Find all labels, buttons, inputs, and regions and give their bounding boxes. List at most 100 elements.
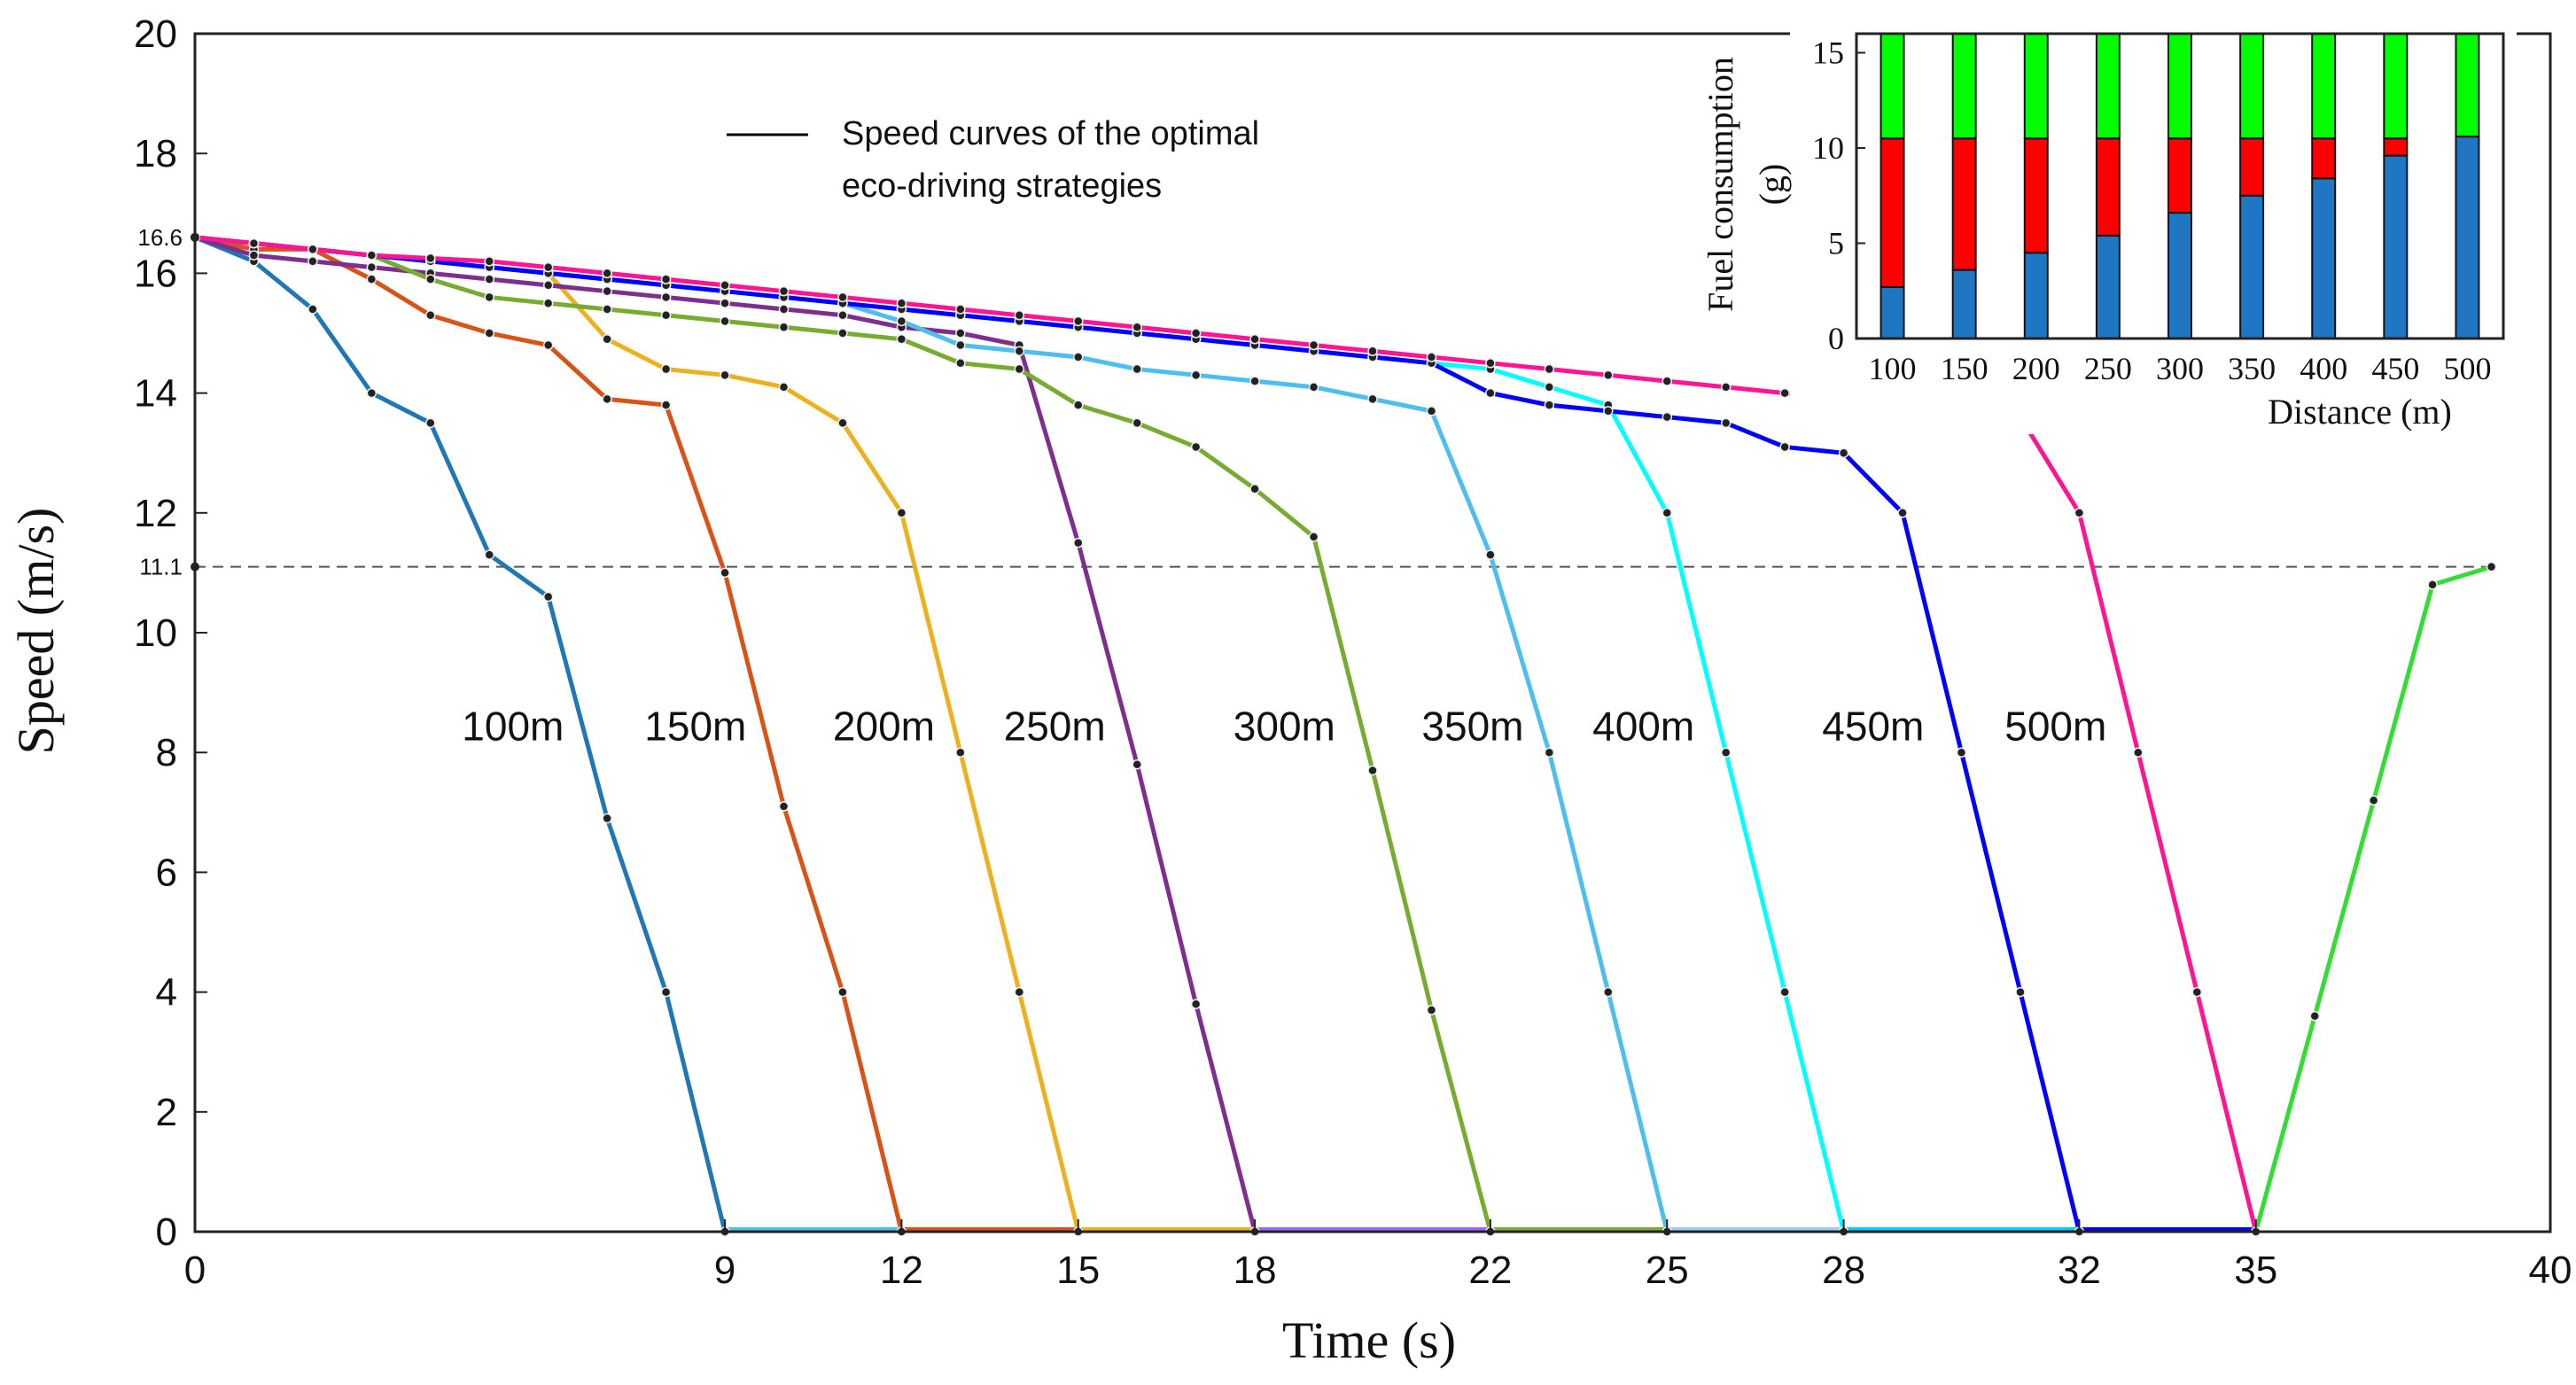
data-point [602,268,612,279]
data-point [1132,417,1142,429]
data-point [1014,309,1025,321]
data-point [484,256,494,267]
data-point [955,304,966,315]
curve-label: 450m [1822,704,1924,750]
inset-bars-layer [1879,33,2480,340]
data-point [602,813,612,824]
inset-x-tick-label: 500 [2443,351,2491,386]
data-point [660,309,672,321]
y-extra-tick-label: 11.1 [139,554,183,580]
legend: Speed curves of the optimal eco-driving … [727,115,1259,205]
data-point [1190,441,1202,453]
data-point [307,256,318,267]
data-point [1426,406,1437,416]
y-extra-tick-dot [191,562,199,572]
data-point [248,250,260,261]
inset-bar-segment [2311,177,2337,339]
data-point [484,292,494,303]
inset-y-tick-label: 5 [1828,226,1844,261]
data-point [1720,747,1732,758]
data-point [366,261,377,273]
data-point [1308,339,1319,351]
data-point [1485,358,1496,369]
y-tick-label: 16 [134,252,177,295]
curve-label: 350m [1421,704,1523,750]
data-point [1249,484,1260,494]
data-point [248,237,260,249]
data-point [1190,370,1202,381]
y-tick-label: 2 [156,1091,177,1134]
data-point [1132,759,1142,770]
data-point [1779,441,1790,453]
x-axis-ticks: 0 9 12 15 18 22 25 28 32 35 40 [184,1219,2572,1292]
curve-label: 300m [1234,704,1335,750]
data-point [1367,393,1378,405]
y-tick-label: 8 [156,731,177,774]
data-point [1073,352,1084,362]
data-point [837,309,848,321]
inset-bar-segment [2095,234,2121,339]
inset-bar-segment [2095,33,2121,140]
data-point [542,261,554,273]
data-point [602,285,612,297]
data-point [778,382,790,393]
data-point [2074,508,2085,518]
y-extra-tick-label: 16.6 [137,224,183,251]
y-tick-label: 14 [134,372,177,416]
data-point [1132,363,1142,375]
data-point [720,315,730,327]
data-point [1662,411,1672,423]
data-point [366,387,377,399]
data-point [1897,508,1908,518]
y-axis-title: Speed (m/s) [7,508,65,755]
curve-label: 100m [462,704,564,750]
y-tick-label: 0 [156,1210,177,1254]
data-point [1544,400,1555,410]
data-point [2427,580,2438,590]
inset-y-tick-label: 0 [1828,321,1844,356]
x-tick-label: 35 [2234,1249,2277,1292]
inset-x-tick-label: 150 [1941,351,1988,386]
y-tick-label: 20 [134,12,177,56]
data-point [778,801,790,812]
data-point [1720,417,1732,429]
data-point [660,363,672,375]
data-point [660,292,672,303]
data-point [955,328,966,338]
data-point [366,274,377,284]
curve-labels-layer: 100m 150m 200m 250m 300m 350m 400m 450m 500m [462,704,2106,750]
inset-bar-segment [1879,33,1905,140]
inset-y-tick-label: 15 [1812,35,1844,71]
inset-bar-segment [1951,33,1977,140]
inset-bar-segment [1879,137,1905,288]
inset-x-ticks: 100 150 200 250 300 350 400 450 500 [1869,351,2492,386]
inset-bar-segment [2167,212,2192,339]
curve-label: 200m [833,704,935,750]
inset-x-tick-label: 100 [1869,351,1917,386]
data-point [778,304,790,315]
data-point [837,292,848,303]
data-point [2191,986,2203,998]
data-point [602,304,612,315]
inset-bar-segment [2311,33,2337,140]
inset-bar-segment [2167,137,2192,214]
data-point [1544,382,1555,393]
inset-bar-segment [1879,285,1905,340]
y-tick-label: 4 [156,971,177,1015]
inset-bar-segment [2383,154,2409,339]
data-point [484,274,494,284]
x-tick-label: 0 [184,1249,206,1292]
inset-x-tick-label: 250 [2084,351,2132,386]
data-point [1603,986,1614,998]
curve-label: 150m [644,704,746,750]
data-point [1367,346,1378,357]
data-point [542,280,554,291]
inset-x-tick-label: 450 [2371,351,2419,386]
y-axis-ticks: 0 2 4 6 8 10 12 14 16 18 20 16.6 11.1 [134,12,207,1254]
inset-bar-segment [2023,33,2049,140]
data-point [720,370,730,381]
inset-y-axis-title-unit: (g) [1752,164,1792,206]
inset-bar-segment [2383,33,2409,140]
data-point [1838,447,1849,458]
x-tick-label: 28 [1822,1249,1865,1292]
